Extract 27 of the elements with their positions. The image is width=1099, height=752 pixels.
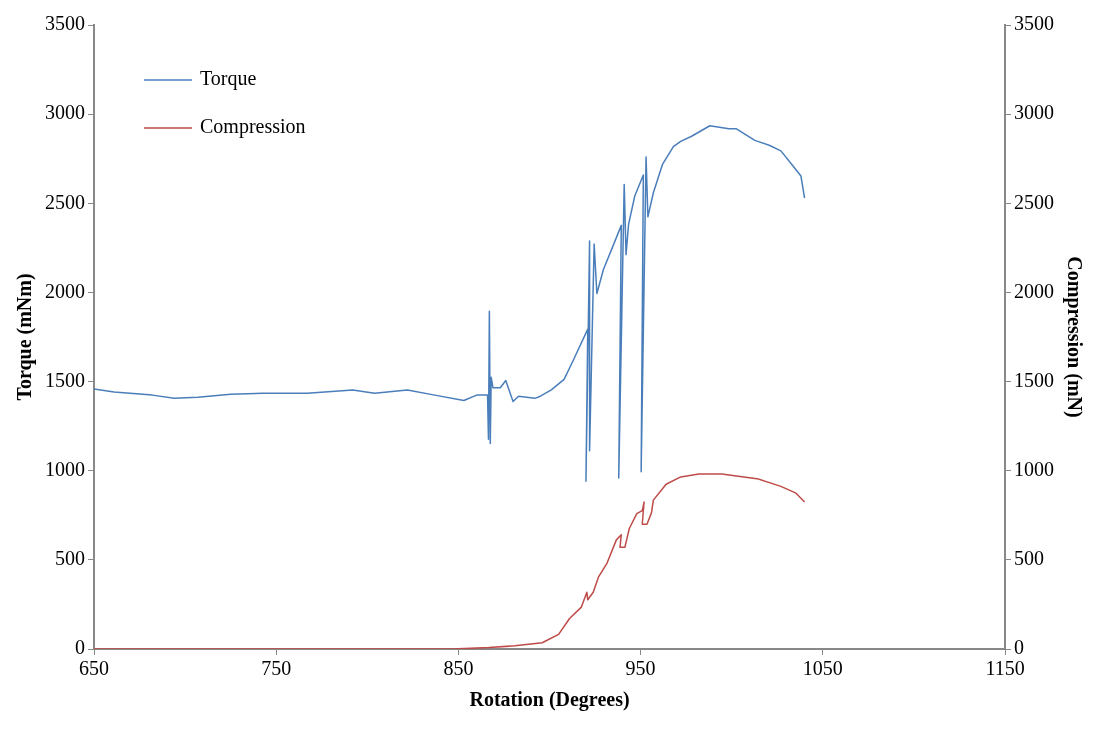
x-tick-label: 650 xyxy=(79,657,109,680)
y2-tick-label: 0 xyxy=(1014,636,1024,659)
y-tick-label: 2500 xyxy=(45,190,85,213)
y2-tick-label: 3000 xyxy=(1014,101,1054,124)
x-tick-label: 1150 xyxy=(985,657,1025,680)
y2-tick-label: 3500 xyxy=(1014,12,1054,35)
y2-tick-label: 500 xyxy=(1014,547,1044,570)
legend-label: Torque xyxy=(200,67,257,91)
y2-tick-label: 2000 xyxy=(1014,279,1054,302)
y-tick-label: 0 xyxy=(75,636,85,659)
y-tick-label: 3000 xyxy=(45,101,85,124)
y-tick-label: 1000 xyxy=(45,457,85,480)
y-tick-label: 2000 xyxy=(45,279,85,302)
y2-tick-label: 2500 xyxy=(1014,190,1054,213)
x-tick-label: 750 xyxy=(261,657,292,680)
y2-tick-label: 1500 xyxy=(1014,368,1054,391)
x-tick-label: 1050 xyxy=(802,657,843,680)
x-tick-label: 950 xyxy=(625,657,656,680)
x-tick-label: 850 xyxy=(443,657,474,680)
legend-label: Compression xyxy=(200,115,306,139)
y2-tick-label: 1000 xyxy=(1014,457,1054,480)
y2-axis-title: Compression (mN) xyxy=(1062,256,1086,418)
y-tick-label: 3500 xyxy=(45,12,85,35)
y-tick-label: 1500 xyxy=(45,368,85,391)
y-axis-title: Torque (mNm) xyxy=(13,273,37,401)
y-tick-label: 500 xyxy=(55,547,85,570)
x-axis-title: Rotation (Degrees) xyxy=(469,688,630,712)
